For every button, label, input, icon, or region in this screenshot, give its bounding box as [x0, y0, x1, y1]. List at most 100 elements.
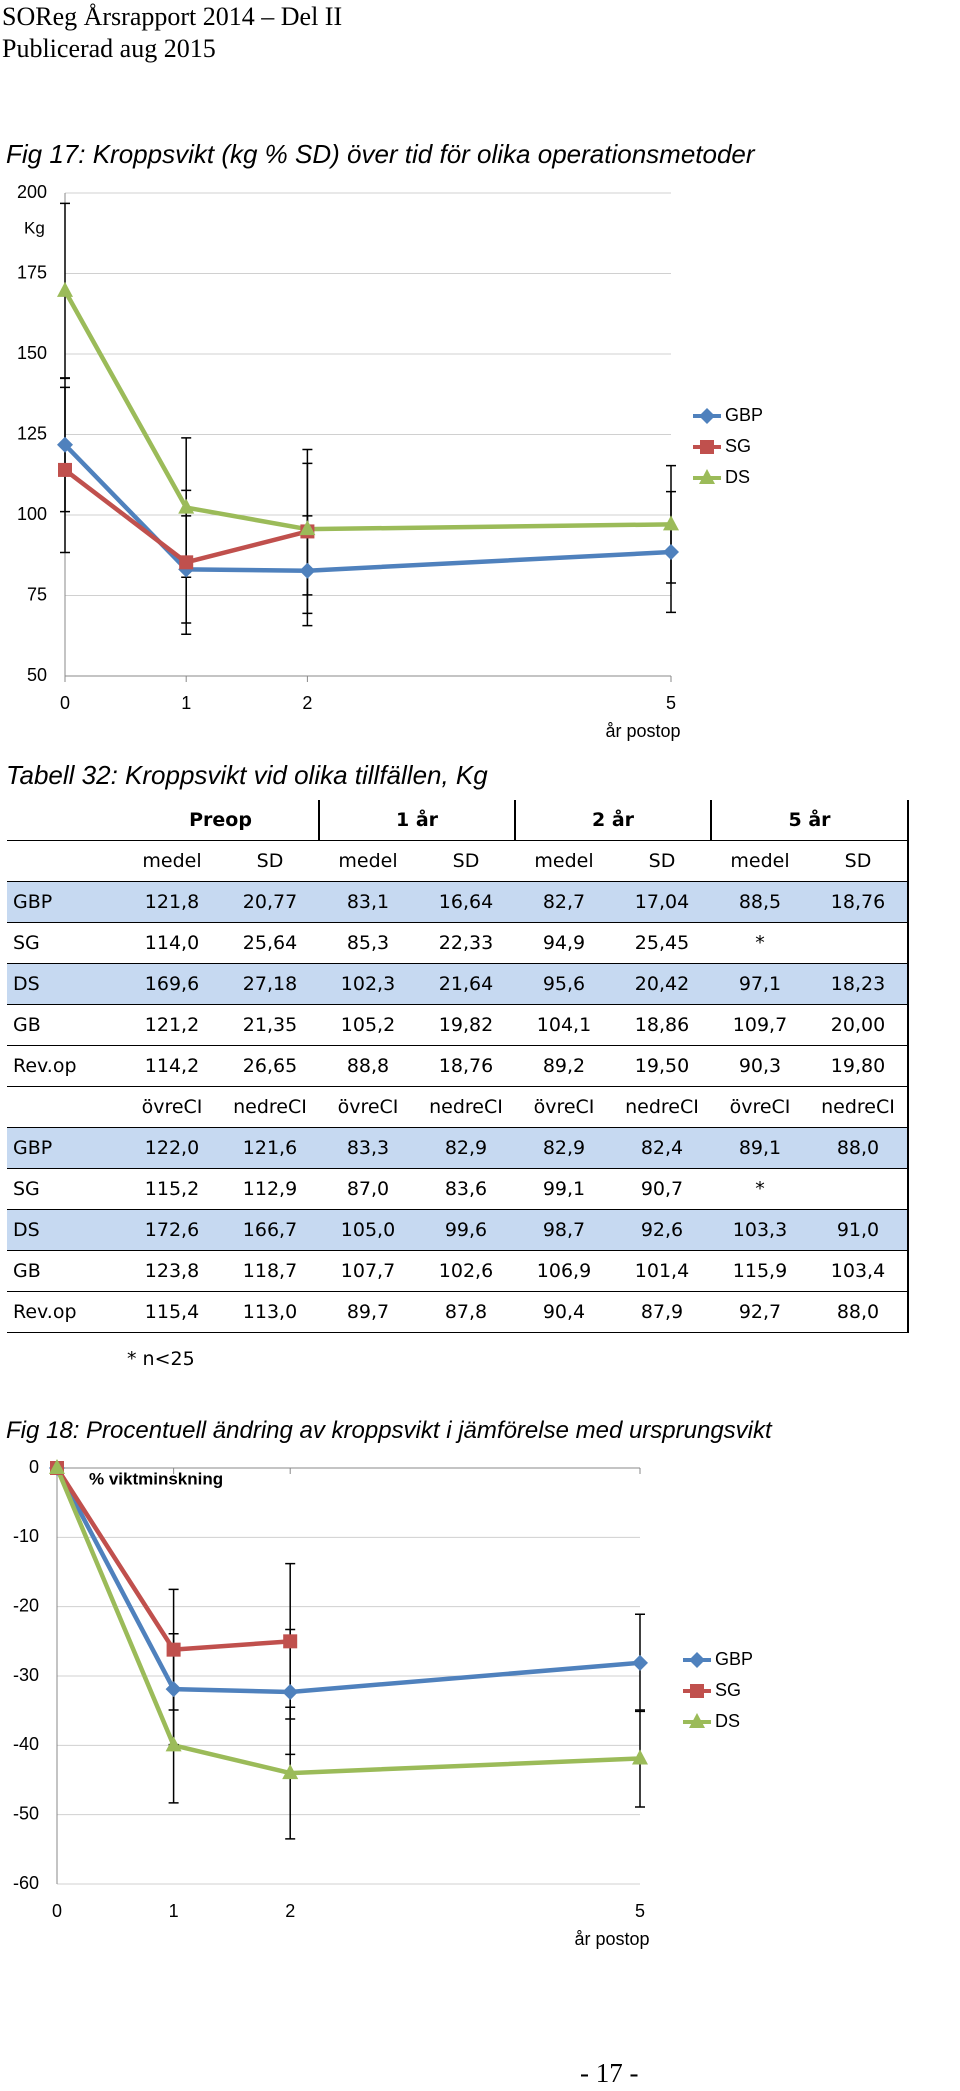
series-line	[54, 1467, 641, 1776]
page-number: - 17 -	[580, 2058, 639, 2088]
header-title: SOReg Årsrapport 2014 – Del II	[2, 2, 343, 31]
table-row: Rev.op 115,4 113,0 89,7 87,8 90,4 87,9 92,7 88,0	[7, 1291, 909, 1333]
table-cell: SG	[7, 922, 123, 964]
point	[663, 515, 679, 531]
table-cell: 25,64	[221, 922, 319, 964]
legend-label: DS	[715, 1711, 740, 1731]
table-subheader-row: medel SD medel SD medel SD medel SD	[7, 840, 909, 882]
table-subheader: nedreCI	[613, 1086, 711, 1128]
point	[699, 469, 715, 484]
point	[57, 281, 73, 297]
table-cell: 115,4	[123, 1291, 221, 1333]
table-cell: 97,1	[711, 963, 809, 1005]
table-cell: 121,8	[123, 881, 221, 923]
table-cell: Rev.op	[7, 1291, 123, 1333]
table-subheader: övreCI	[319, 1086, 417, 1128]
table-cell: 113,0	[221, 1291, 319, 1333]
table-cell: 99,6	[417, 1209, 515, 1251]
table-subheader: SD	[613, 840, 711, 882]
y-tick-label: 175	[17, 262, 47, 282]
table-cell: 112,9	[221, 1168, 319, 1210]
y-tick-label: -40	[13, 1734, 39, 1754]
table-cell: 114,0	[123, 922, 221, 964]
y-tick-label: 75	[27, 584, 47, 604]
y-tick-label: -10	[13, 1526, 39, 1546]
table-cell: 123,8	[123, 1250, 221, 1292]
y-tick-label: 150	[17, 343, 47, 363]
y-tick-label: 0	[29, 1457, 39, 1477]
table-group-header: 1 år	[319, 800, 516, 841]
y-tick-label: -30	[13, 1665, 39, 1685]
table-cell: 166,7	[221, 1209, 319, 1251]
table-row: GB 121,2 21,35 105,2 19,82 104,1 18,86 109,7 20,…	[7, 1004, 909, 1046]
table-cell: 105,2	[319, 1004, 417, 1046]
y-tick-label: 200	[17, 182, 47, 202]
table-cell: 88,0	[809, 1291, 909, 1333]
table-cell: DS	[7, 963, 123, 1005]
x-tick-label: 2	[285, 1901, 295, 1921]
table-cell: 115,2	[123, 1168, 221, 1210]
table-cell: 89,7	[319, 1291, 417, 1333]
point	[165, 1681, 182, 1698]
table-cell: 82,7	[515, 881, 613, 923]
table-cell: 82,9	[515, 1127, 613, 1169]
y-axis-title: Kg	[24, 218, 45, 237]
table-cell: 115,9	[711, 1250, 809, 1292]
table-subheader: SD	[221, 840, 319, 882]
table-cell: 21,35	[221, 1004, 319, 1046]
table-cell: 118,7	[221, 1250, 319, 1292]
table-cell: 89,1	[711, 1127, 809, 1169]
table-cell: 83,3	[319, 1127, 417, 1169]
table-row: GBP 121,8 20,77 83,1 16,64 82,7 17,04 88,5 18,76	[7, 881, 909, 923]
table-cell: 94,9	[515, 922, 613, 964]
point	[282, 1764, 299, 1780]
table-cell: 103,3	[711, 1209, 809, 1251]
x-tick-label: 2	[302, 693, 312, 713]
point	[57, 436, 73, 453]
header-subtitle: Publicerad aug 2015	[2, 34, 216, 63]
table-subheader: SD	[417, 840, 515, 882]
point	[165, 1736, 182, 1752]
table-row: DS 169,6 27,18 102,3 21,64 95,6 20,42 97,1 18,23	[7, 963, 909, 1005]
table-group-header: 5 år	[711, 800, 909, 841]
data-table: Preop 1 år 2 år 5 år medel SD medel SD medel SD me…	[7, 800, 909, 1333]
y-axis-title: % viktminskning	[89, 1469, 223, 1488]
table-cell: 107,7	[319, 1250, 417, 1292]
table-group-header: Preop	[123, 800, 320, 841]
table-cell: 26,65	[221, 1045, 319, 1087]
table-cell: 105,0	[319, 1209, 417, 1251]
table-subheader: SD	[809, 840, 909, 882]
table-cell	[809, 922, 909, 964]
table-cell: 99,1	[515, 1168, 613, 1210]
y-tick-label: 125	[17, 423, 47, 443]
table-cell: 25,45	[613, 922, 711, 964]
table-cell: 19,82	[417, 1004, 515, 1046]
table-cell: Rev.op	[7, 1045, 123, 1087]
x-tick-label: 5	[635, 1901, 645, 1921]
table-cell: 90,7	[613, 1168, 711, 1210]
point	[179, 555, 194, 570]
table-cell: 90,4	[515, 1291, 613, 1333]
table-cell: 98,7	[515, 1209, 613, 1251]
point	[299, 562, 316, 579]
table-group-header: 2 år	[515, 800, 712, 841]
table-row: GB 123,8 118,7 107,7 102,6 106,9 101,4 115,9 103…	[7, 1250, 909, 1292]
table-cell: 18,76	[809, 881, 909, 923]
point	[690, 1684, 704, 1698]
table-cell: GB	[7, 1250, 123, 1292]
table-cell: 101,4	[613, 1250, 711, 1292]
point	[178, 498, 195, 514]
table-cell: 121,6	[221, 1127, 319, 1169]
y-tick-label: -50	[13, 1803, 39, 1823]
table-cell: *	[711, 922, 809, 964]
table-cell: 102,6	[417, 1250, 515, 1292]
table-cell: 17,04	[613, 881, 711, 923]
table-cell: 83,1	[319, 881, 417, 923]
table-row: Rev.op 114,2 26,65 88,8 18,76 89,2 19,50 90,3 19…	[7, 1045, 909, 1087]
x-axis-title: år postop	[605, 721, 680, 741]
table-cell: 121,2	[123, 1004, 221, 1046]
legend-label: DS	[725, 467, 750, 487]
table-cell: 18,86	[613, 1004, 711, 1046]
x-axis-title: år postop	[574, 1929, 649, 1949]
